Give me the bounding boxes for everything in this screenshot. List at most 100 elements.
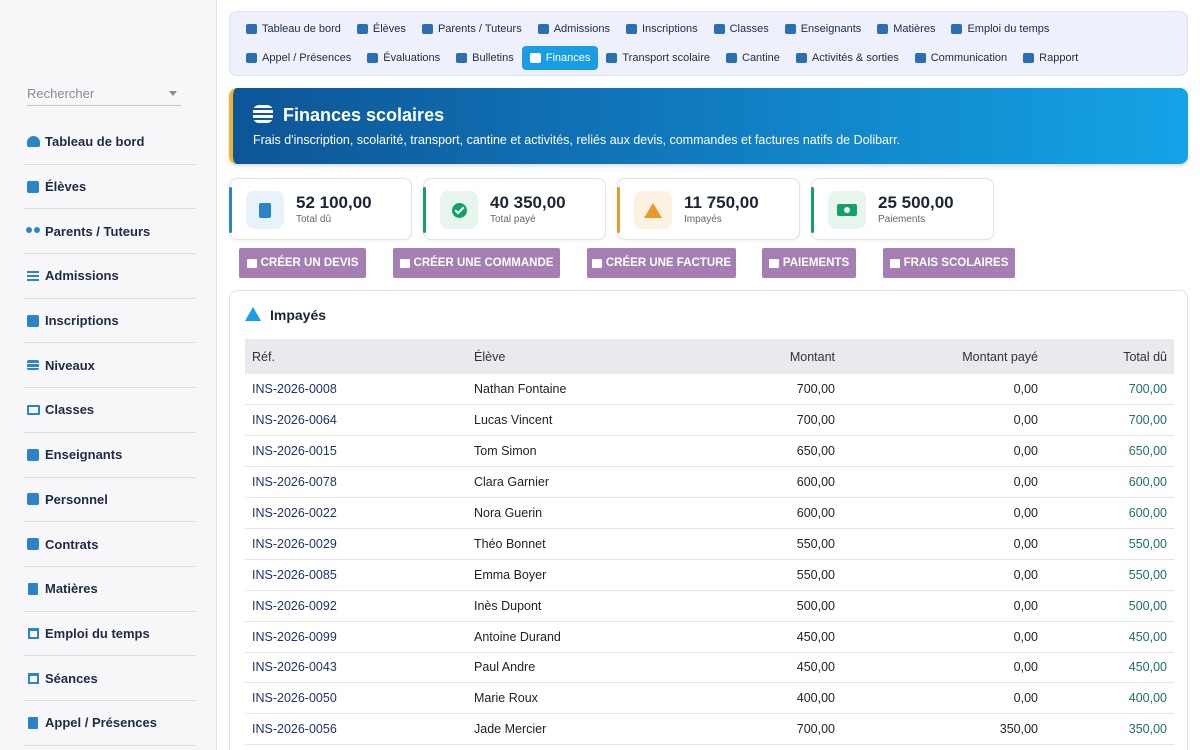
list-icon [889, 258, 900, 268]
card-accent [423, 187, 426, 233]
table-row[interactable]: INS-2026-0092 Inès Dupont 500,00 0,00 500,00 [245, 590, 1174, 622]
sidebar-item-eleves[interactable]: Élèves [24, 165, 196, 210]
tab-activites-sorties[interactable]: Activités & sorties [788, 46, 907, 70]
sidebar-item-label: Matières [45, 581, 98, 597]
tab-matieres[interactable]: Matières [869, 17, 943, 41]
tab-transport-scolaire[interactable]: Transport scolaire [598, 46, 718, 70]
page-subtitle: Frais d'inscription, scolarité, transpor… [253, 133, 901, 147]
page-header-banner: Finances scolaires Frais d'inscription, … [229, 88, 1188, 164]
cell-total-due: 450,00 [1045, 652, 1174, 684]
tab-cantine[interactable]: Cantine [718, 46, 788, 70]
sidebar-item-label: Classes [45, 402, 95, 418]
sidebar-item-contrats[interactable]: Contrats [24, 522, 196, 567]
table-row[interactable]: INS-2026-0022 Nora Guerin 600,00 0,00 600,00 [245, 497, 1174, 529]
tab-label: Communication [930, 52, 1008, 64]
table-row[interactable]: INS-2026-0078 Clara Garnier 600,00 0,00 600,… [245, 466, 1174, 499]
payments-button[interactable]: PAIEMENTS [762, 248, 856, 278]
nav-icon [713, 24, 725, 34]
sidebar-item-appel-presences[interactable]: Appel / Présences [24, 701, 196, 746]
table-row[interactable]: INS-2026-0085 Emma Boyer 550,00 0,00 550,00 [245, 559, 1174, 591]
cell-ref[interactable]: INS-2026-0092 [245, 590, 467, 622]
nav-icon [529, 53, 541, 63]
school-fees-button[interactable]: FRAIS SCOLAIRES [883, 248, 1015, 278]
cell-total-due: 450,00 [1045, 621, 1174, 653]
cell-ref[interactable]: INS-2026-0043 [245, 652, 467, 684]
tab-communication[interactable]: Communication [907, 46, 1015, 70]
table-row[interactable]: INS-2026-0029 Théo Bonnet 550,00 0,00 550,00 [245, 528, 1174, 560]
warning-icon [245, 307, 261, 321]
sidebar-item-inscriptions[interactable]: Inscriptions [24, 299, 196, 344]
tab-emploi-du-temps[interactable]: Emploi du temps [943, 17, 1057, 41]
cell-amount: 650,00 [687, 435, 842, 468]
nav-icon [914, 53, 926, 63]
tab-appel-presences[interactable]: Appel / Présences [238, 46, 359, 70]
card-accent [617, 187, 620, 233]
tab-admissions[interactable]: Admissions [530, 17, 618, 41]
nav-icon [1023, 53, 1035, 63]
cell-ref[interactable]: INS-2026-0015 [245, 435, 467, 468]
chevron-down-icon[interactable] [169, 91, 177, 96]
tab-bulletins[interactable]: Bulletins [448, 46, 522, 70]
sidebar-item-matieres[interactable]: Matières [24, 567, 196, 612]
nav-icon [951, 24, 963, 34]
column-header-amount[interactable]: Montant [789, 349, 835, 364]
tab-parents-tuteurs[interactable]: Parents / Tuteurs [414, 17, 530, 41]
cell-ref[interactable]: INS-2026-0085 [245, 559, 467, 591]
cell-ref[interactable]: INS-2026-0099 [245, 621, 467, 653]
cell-ref[interactable]: INS-2026-0008 [245, 374, 467, 406]
tab-label: Activités & sorties [811, 52, 899, 64]
sidebar-item-personnel[interactable]: Personnel [24, 478, 196, 523]
cell-ref[interactable]: INS-2026-0064 [245, 404, 467, 437]
tab-evaluations[interactable]: Évaluations [359, 46, 448, 70]
button-label: CRÉER UNE COMMANDE [413, 257, 554, 269]
sidebar-item-seances[interactable]: Séances [24, 656, 196, 701]
create-quote-button[interactable]: CRÉER UN DEVIS [239, 248, 366, 278]
sidebar-item-label: Contrats [45, 536, 99, 552]
money-bill-icon [828, 191, 866, 229]
tab-rapport[interactable]: Rapport [1015, 46, 1086, 70]
sidebar-item-classes[interactable]: Classes [24, 388, 196, 433]
tab-eleves[interactable]: Élèves [349, 17, 414, 41]
sidebar-item-admissions[interactable]: Admissions [24, 254, 196, 299]
column-header-ref[interactable]: Réf. [252, 349, 275, 364]
tab-finances[interactable]: Finances [521, 46, 599, 70]
nav-icon [246, 53, 257, 63]
cell-ref[interactable]: INS-2026-0022 [245, 497, 467, 529]
sidebar-item-enseignants[interactable]: Enseignants [24, 433, 196, 478]
file-icon [591, 258, 602, 268]
cell-amount: 500,00 [687, 590, 842, 622]
table-row[interactable]: INS-2026-0050 Marie Roux 400,00 0,00 400,00 [245, 682, 1174, 715]
create-invoice-button[interactable]: CRÉER UNE FACTURE [587, 248, 736, 278]
create-order-button[interactable]: CRÉER UNE COMMANDE [393, 248, 560, 278]
sidebar-item-emploi-du-temps[interactable]: Emploi du temps [24, 612, 196, 657]
tab-tableau-de-bord[interactable]: Tableau de bord [238, 17, 349, 41]
sidebar-item-label: Séances [45, 670, 98, 686]
sidebar-item-parents-tuteurs[interactable]: Parents / Tuteurs [24, 209, 196, 255]
tab-classes[interactable]: Classes [706, 17, 777, 41]
column-header-total-due[interactable]: Total dû [1123, 349, 1167, 364]
tab-label: Matières [893, 23, 936, 35]
cell-ref[interactable]: INS-2026-0050 [245, 682, 467, 715]
cell-ref[interactable]: INS-2026-0056 [245, 713, 467, 746]
cell-ref[interactable]: INS-2026-0029 [245, 528, 467, 560]
stat-value: 52 100,00 [296, 193, 372, 212]
table-row[interactable]: INS-2026-0008 Nathan Fontaine 700,00 0,00 70… [245, 374, 1174, 406]
tab-enseignants[interactable]: Enseignants [777, 17, 870, 41]
table-row[interactable]: INS-2026-0099 Antoine Durand 450,00 0,00 450… [245, 621, 1174, 653]
cell-ref[interactable]: INS-2026-0078 [245, 466, 467, 499]
sidebar-item-label: Parents / Tuteurs [45, 223, 151, 239]
tab-inscriptions[interactable]: Inscriptions [618, 17, 706, 41]
cell-total-due: 700,00 [1045, 374, 1174, 406]
column-header-amount-paid[interactable]: Montant payé [962, 349, 1038, 364]
table-row[interactable]: INS-2026-0064 Lucas Vincent 700,00 0,00 700,… [245, 404, 1174, 437]
cell-student: Antoine Durand [467, 621, 687, 653]
table-row[interactable]: INS-2026-0043 Paul Andre 450,00 0,00 450,00 [245, 652, 1174, 684]
table-row[interactable]: INS-2026-0056 Jade Mercier 700,00 350,00 350… [245, 713, 1174, 746]
column-header-student[interactable]: Élève [474, 349, 506, 364]
sidebar-item-tableau-de-bord[interactable]: Tableau de bord [24, 120, 196, 165]
search-select[interactable]: Rechercher [27, 86, 181, 106]
invoice-dollar-icon [246, 191, 284, 229]
table-row[interactable]: INS-2026-0015 Tom Simon 650,00 0,00 650,00 [245, 435, 1174, 468]
plus-icon [768, 258, 779, 268]
sidebar-item-niveaux[interactable]: Niveaux [24, 343, 196, 389]
